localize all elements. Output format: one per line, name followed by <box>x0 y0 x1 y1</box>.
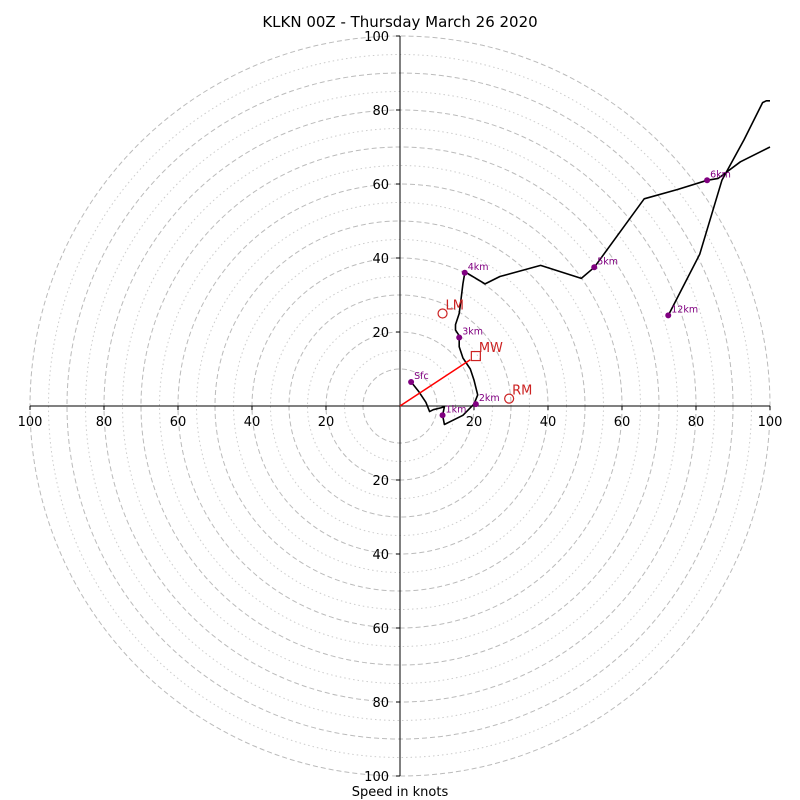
height-marker-label-5: 5km <box>597 256 618 267</box>
y-tick-label-6: 40 <box>372 548 389 563</box>
x-tick-label-4: 20 <box>318 415 335 430</box>
height-marker-label-4: 4km <box>468 262 489 273</box>
height-marker-label-7: 12km <box>671 304 698 315</box>
storm-motion-label-1: MW <box>479 341 503 356</box>
height-marker-label-1: 1km <box>446 404 467 415</box>
hodograph-traces <box>410 100 771 426</box>
storm-motion-markers: LM MW RM <box>437 299 532 404</box>
height-marker-label-0: Sfc <box>414 371 429 382</box>
height-marker-6 <box>704 177 711 184</box>
x-tick-label-9: 100 <box>758 415 783 430</box>
hodograph-trace-0 <box>410 146 771 426</box>
height-marker-5 <box>591 264 598 271</box>
y-tick-label-3: 40 <box>372 252 389 267</box>
x-tick-label-5: 20 <box>466 415 483 430</box>
height-marker-0 <box>408 378 415 385</box>
height-marker-2 <box>472 401 479 408</box>
y-tick-label-1: 80 <box>372 104 389 119</box>
tick-labels: 100 80 60 40 20 20 40 60 80 100 100 80 60 40 20 20 40 60 8… <box>18 30 783 785</box>
height-marker-3 <box>456 334 463 341</box>
storm-motion-marker-1 <box>470 350 481 362</box>
storm-motion-marker-0 <box>437 308 448 319</box>
height-marker-1 <box>439 412 446 419</box>
x-tick-label-7: 60 <box>614 415 631 430</box>
y-tick-label-8: 80 <box>372 696 389 711</box>
x-tick-label-8: 80 <box>688 415 705 430</box>
height-marker-7 <box>665 312 672 319</box>
y-tick-label-9: 100 <box>364 770 389 785</box>
x-tick-label-6: 40 <box>540 415 557 430</box>
height-marker-label-2: 2km <box>479 393 500 404</box>
chart-title: KLKN 00Z - Thursday March 26 2020 <box>262 13 537 31</box>
shear-vector-line <box>399 359 471 407</box>
hodograph-trace-1 <box>667 100 770 316</box>
shear-vector <box>399 359 471 407</box>
storm-motion-label-0: LM <box>446 299 464 314</box>
height-marker-4 <box>461 269 468 276</box>
height-marker-label-6: 6km <box>710 169 731 180</box>
x-tick-label-1: 80 <box>96 415 113 430</box>
x-tick-label-0: 100 <box>18 415 43 430</box>
y-tick-label-7: 60 <box>372 622 389 637</box>
y-tick-label-2: 60 <box>372 178 389 193</box>
height-markers: Sfc 1km 2km 3km 4km 5km 6km 12km <box>408 169 731 419</box>
storm-motion-marker-2 <box>504 393 515 404</box>
height-marker-label-3: 3km <box>462 327 483 338</box>
x-tick-label-2: 60 <box>170 415 187 430</box>
y-tick-label-4: 20 <box>372 326 389 341</box>
y-tick-label-5: 20 <box>372 474 389 489</box>
x-tick-label-3: 40 <box>244 415 261 430</box>
storm-motion-label-2: RM <box>512 384 532 399</box>
x-axis-label: Speed in knots <box>352 785 449 800</box>
y-tick-label-0: 100 <box>364 30 389 45</box>
